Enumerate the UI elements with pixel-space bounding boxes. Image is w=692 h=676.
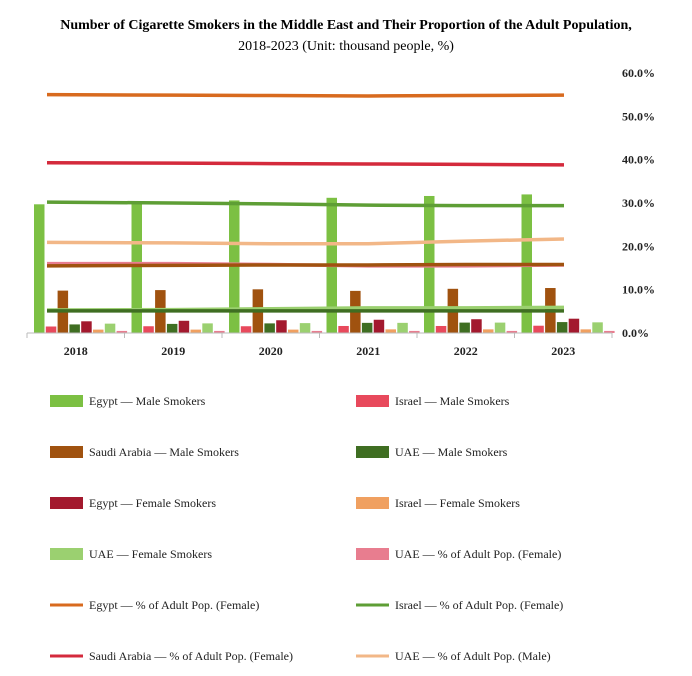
bar	[397, 322, 408, 333]
x-tick-label: 2020	[259, 344, 283, 358]
x-tick-label: 2021	[356, 344, 380, 358]
legend-swatch	[50, 446, 83, 458]
bar	[143, 326, 154, 333]
legend-swatch	[356, 446, 389, 458]
bar	[494, 322, 506, 333]
y-tick-label: 40.0%	[622, 153, 655, 167]
bar	[385, 329, 396, 333]
bar	[288, 329, 299, 333]
legend-swatch	[356, 497, 389, 509]
legend-label: Israel — Male Smokers	[395, 394, 510, 408]
legend-label: Israel — % of Adult Pop. (Female)	[395, 598, 563, 612]
bar	[131, 202, 142, 333]
legend-label: Israel — Female Smokers	[395, 496, 520, 510]
legend-swatch	[50, 548, 83, 560]
legend-swatch	[50, 497, 83, 509]
bar	[81, 321, 92, 333]
y-tick-label: 60.0%	[622, 66, 655, 80]
bar	[34, 204, 45, 333]
bar	[361, 322, 373, 333]
legend-swatch	[356, 548, 389, 560]
bar	[556, 322, 568, 333]
legend-label: Egypt — Male Smokers	[89, 394, 206, 408]
y-tick-label: 30.0%	[622, 196, 655, 210]
bar	[506, 330, 518, 333]
bar	[409, 330, 420, 333]
bar	[240, 326, 252, 333]
series-line	[46, 262, 564, 268]
bar	[580, 329, 591, 333]
legend-label: Egypt — Female Smokers	[89, 496, 216, 510]
bar	[459, 322, 470, 333]
bar	[104, 323, 116, 333]
series-line	[46, 92, 565, 98]
legend-swatch	[50, 395, 83, 407]
bar	[568, 318, 580, 333]
bar	[116, 330, 128, 333]
legend-label: Saudi Arabia — % of Adult Pop. (Female)	[89, 649, 293, 663]
legend: Egypt — Male Smokers Israel — Male Smoker…	[50, 394, 563, 663]
chart-subtitle: 2018-2023 (Unit: thousand people, %)	[238, 39, 454, 54]
legend-label: UAE — Female Smokers	[89, 547, 212, 561]
bar	[338, 325, 349, 333]
chart-title: Number of Cigarette Smokers in the Middl…	[60, 18, 632, 33]
bar	[299, 323, 311, 333]
legend-label: UAE — Male Smokers	[395, 445, 508, 459]
legend-swatch	[356, 395, 389, 407]
bar	[276, 320, 287, 333]
bar	[264, 323, 275, 333]
y-tick-label: 10.0%	[622, 283, 655, 297]
bar	[69, 324, 80, 333]
bar	[533, 325, 544, 333]
y-tick-label: 50.0%	[622, 109, 655, 123]
series-line	[46, 200, 564, 208]
legend-label: UAE — % of Adult Pop. (Female)	[395, 547, 561, 561]
y-tick-label: 0.0%	[622, 326, 649, 340]
series-line	[46, 160, 565, 167]
bar	[604, 330, 615, 333]
axes-layer: 2018 2019 2020 2021 2022 2023 0.0% 10.0% 20.0% 30…	[26, 66, 655, 358]
bar	[178, 320, 190, 333]
bar	[45, 326, 57, 333]
legend-label: Saudi Arabia — Male Smokers	[89, 445, 239, 459]
series-line	[46, 237, 565, 246]
x-tick-label: 2018	[64, 344, 88, 358]
x-tick-label: 2022	[454, 344, 478, 358]
bar	[373, 319, 385, 333]
bar	[93, 329, 104, 333]
bar	[483, 329, 494, 333]
legend-label: UAE — % of Adult Pop. (Male)	[395, 649, 551, 663]
bar	[435, 325, 447, 333]
bar	[214, 330, 225, 333]
bar	[202, 323, 213, 333]
bar	[592, 322, 603, 333]
y-tick-label: 20.0%	[622, 239, 655, 253]
bar	[166, 323, 178, 333]
x-tick-label: 2023	[551, 344, 575, 358]
line-layer	[46, 92, 565, 313]
legend-label: Egypt — % of Adult Pop. (Female)	[89, 598, 259, 612]
bar	[311, 330, 323, 333]
x-tick-label: 2019	[161, 344, 185, 358]
bar	[471, 319, 482, 333]
bar	[190, 329, 201, 333]
